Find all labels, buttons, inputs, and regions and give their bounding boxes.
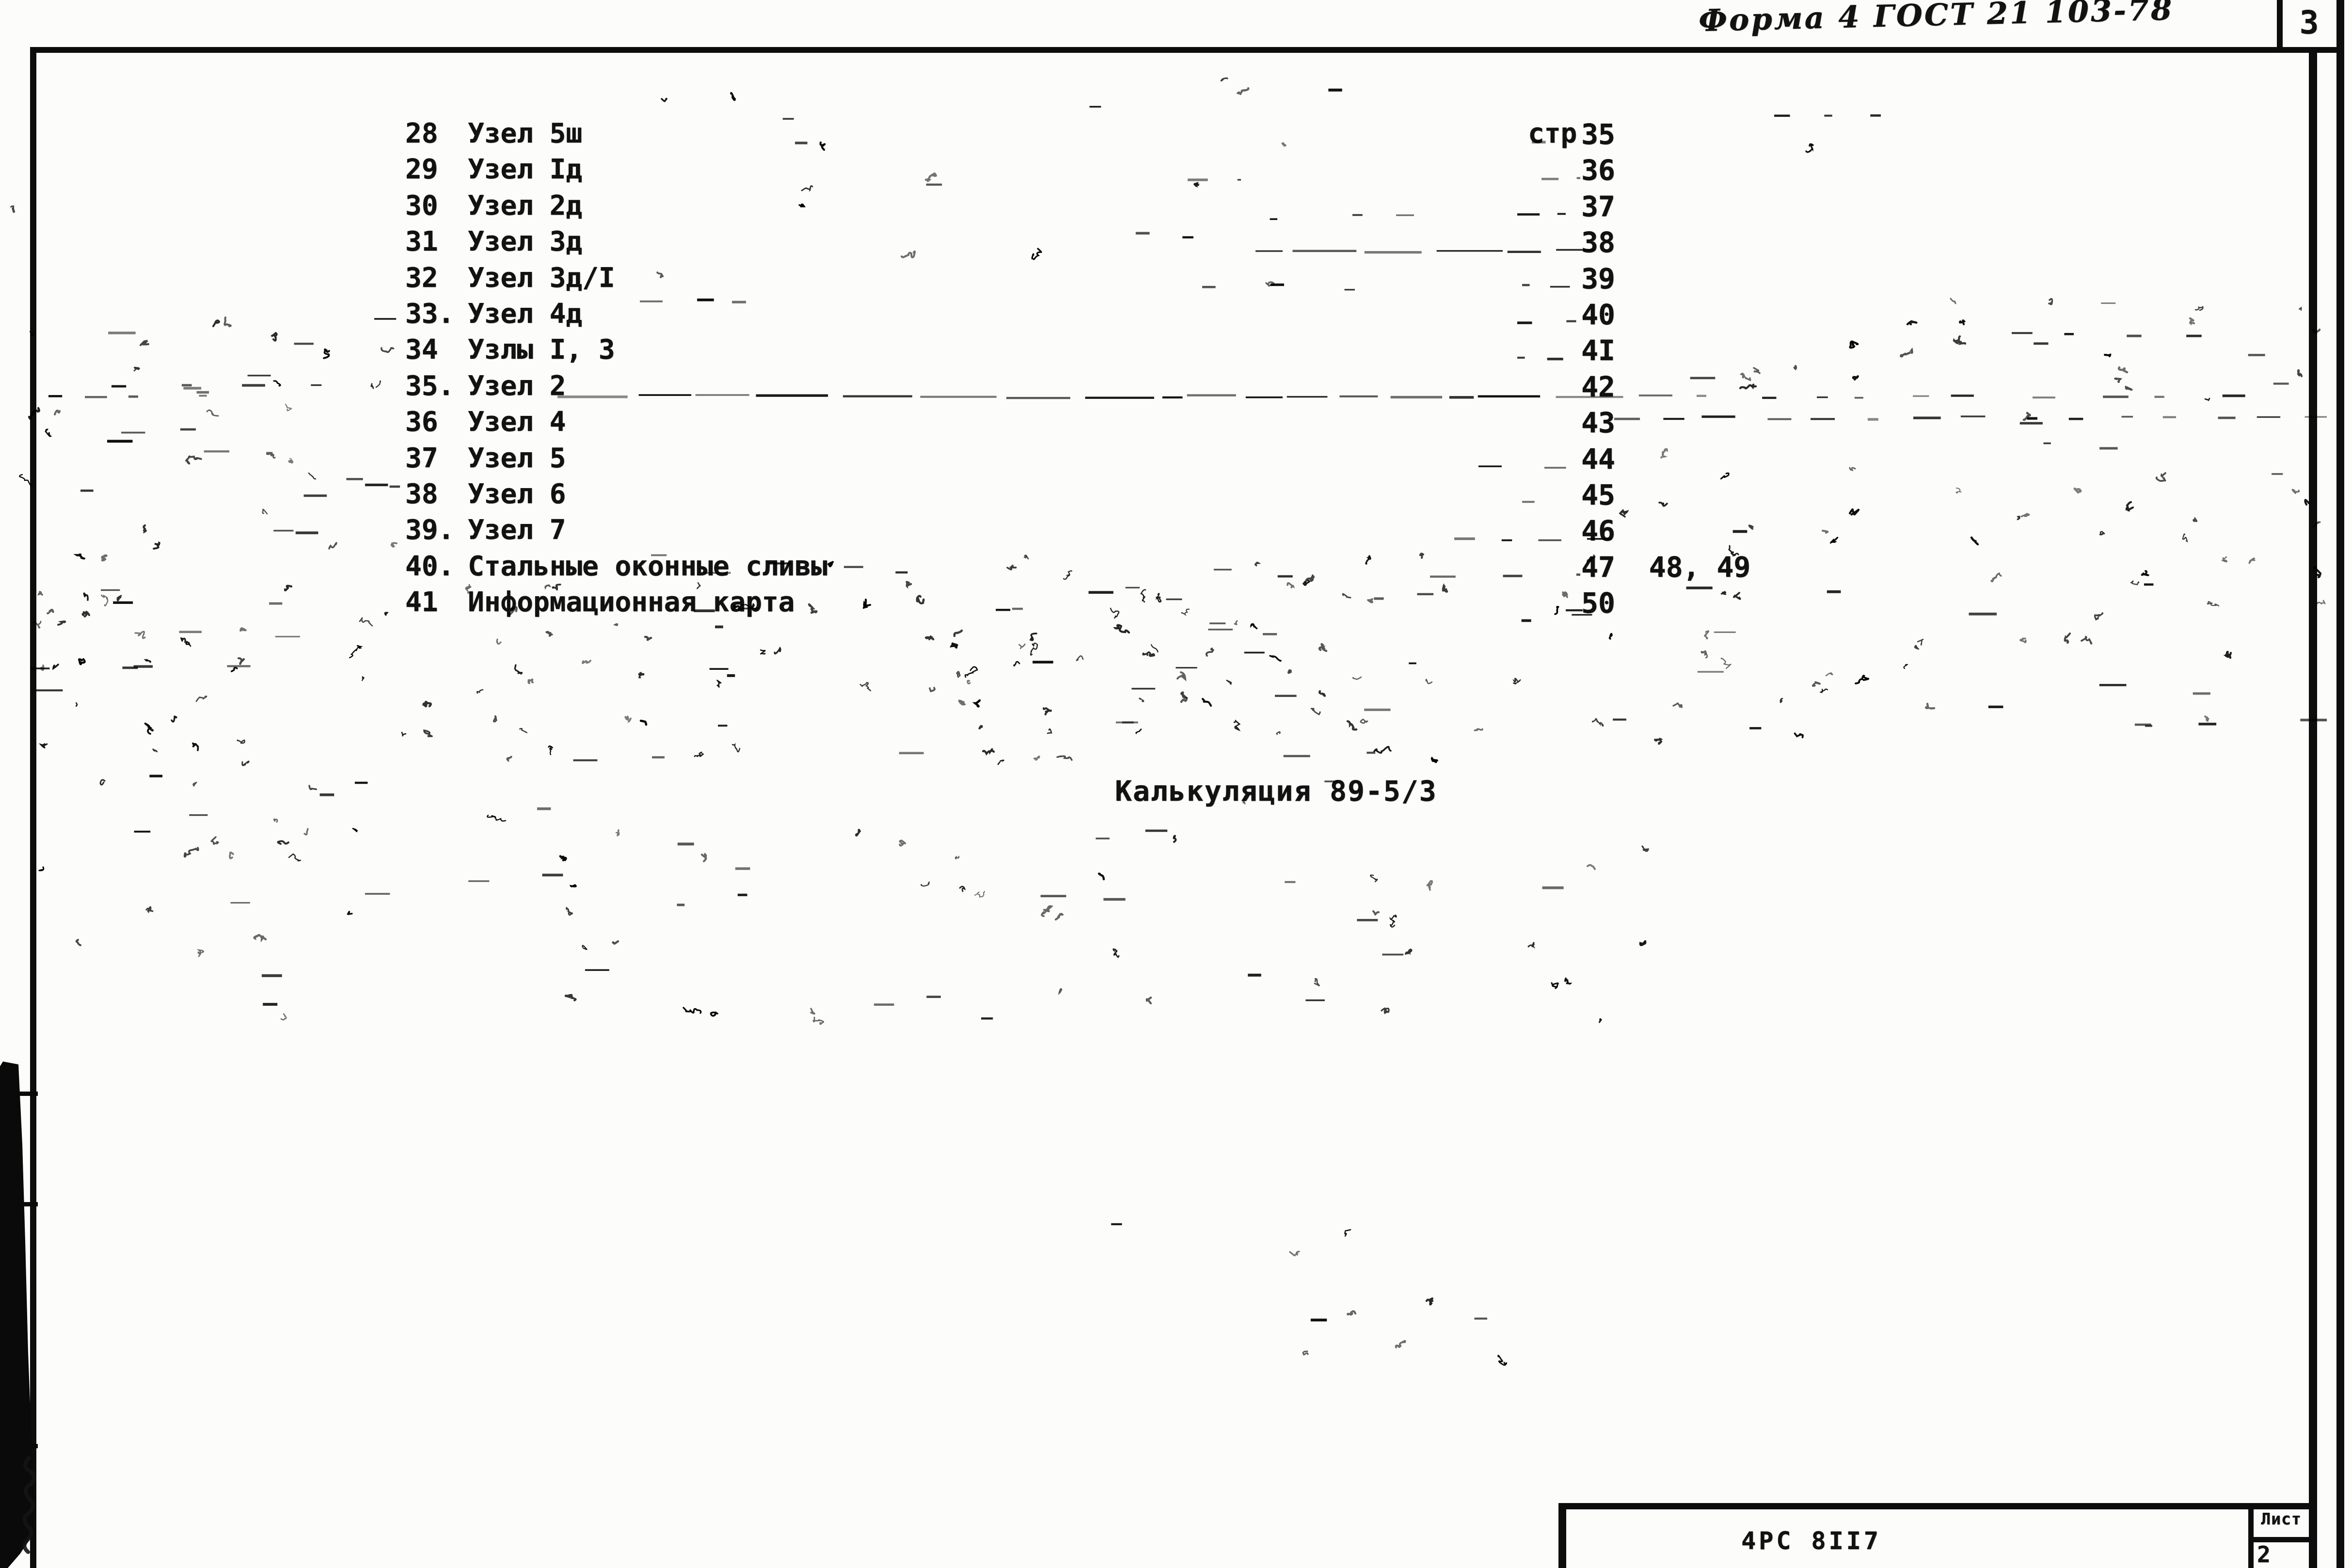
- toc-item-number: 41: [405, 586, 438, 618]
- frame-top-line: [30, 47, 2344, 53]
- toc-item-label: Узел 3д: [468, 226, 583, 257]
- toc-item-number: 28: [405, 118, 438, 149]
- toc-item-label: Узел 2: [468, 370, 566, 402]
- sheet-label: Лист: [2261, 1509, 2302, 1528]
- toc-row: 35. Узел 2 42: [0, 370, 2352, 404]
- toc-item-pages: 44: [1581, 443, 1615, 475]
- toc-item-number: 37: [405, 443, 438, 474]
- toc-row: 29 Узел Iд 36: [0, 154, 2352, 188]
- toc-item-pages: 45: [1581, 478, 1615, 511]
- toc-item-label: Стальные оконные сливы: [468, 551, 827, 582]
- toc-item-number: 39.: [405, 514, 455, 546]
- toc-row: 28 Узел 5ш стр 35: [0, 118, 2352, 152]
- toc-row: 40. Стальные оконные сливы 47 48, 49: [0, 551, 2352, 585]
- toc-item-number: 36: [405, 406, 438, 438]
- title-block-top-line: [1558, 1503, 2317, 1509]
- corner-box-left-line: [2277, 0, 2283, 50]
- toc-item-label: Узел 4: [468, 406, 566, 438]
- toc-item-pages: 42: [1581, 370, 1615, 403]
- toc-item-number: 38: [405, 478, 438, 510]
- toc-item-pages: 47 48, 49: [1581, 551, 1751, 584]
- toc-row: 30 Узел 2д 37: [0, 190, 2352, 224]
- toc-item-number: 33.: [405, 298, 455, 330]
- toc-item-label: Узел 3д/I: [468, 262, 615, 294]
- toc-page-column-prefix: стр: [1528, 118, 1577, 149]
- toc-item-number: 32: [405, 262, 438, 294]
- toc-item-number: 29: [405, 154, 438, 185]
- form-reference-handwritten: Форма 4 ГОСТ 21 103-78: [1698, 0, 2174, 38]
- toc-item-label: Узел Iд: [468, 154, 583, 185]
- toc-item-pages: 39: [1581, 262, 1615, 295]
- calculation-note: Калькуляция 89-5/3: [1115, 775, 1437, 808]
- toc-item-label: Информационная карта: [468, 586, 795, 618]
- toc-item-number: 34: [405, 334, 438, 365]
- toc-item-pages: 38: [1581, 226, 1615, 259]
- page-right-edge-line: [2336, 0, 2344, 1568]
- toc-item-pages: 40: [1581, 298, 1615, 331]
- toc-row: 36 Узел 4 43: [0, 406, 2352, 440]
- toc-row: 33. Узел 4д 40: [0, 298, 2352, 332]
- toc-item-pages: 50: [1581, 586, 1615, 619]
- toc-item-label: Узел 7: [468, 514, 566, 546]
- toc-row: 39. Узел 7 46: [0, 514, 2352, 548]
- toc-item-pages: 43: [1581, 406, 1615, 439]
- toc-row: 34 Узлы I, 3 4I: [0, 334, 2352, 368]
- toc-row: 37 Узел 5 44: [0, 443, 2352, 476]
- toc-item-pages: 36: [1581, 154, 1615, 187]
- corner-page-number: 3: [2299, 4, 2319, 41]
- toc-row: 38 Узел 6 45: [0, 478, 2352, 512]
- toc-item-number: 40.: [405, 551, 455, 582]
- toc-item-label: Узел 4д: [468, 298, 583, 330]
- toc-item-number: 30: [405, 190, 438, 222]
- sheet-number: 2: [2257, 1541, 2271, 1568]
- toc-item-pages: 35: [1581, 118, 1615, 151]
- toc-row: 32 Узел 3д/I 39: [0, 262, 2352, 296]
- toc-item-label: Узел 5ш: [468, 118, 583, 149]
- frame-right-inner-border: [2309, 47, 2317, 1568]
- toc-item-label: Узел 6: [468, 478, 566, 510]
- toc-item-pages: 46: [1581, 514, 1615, 547]
- toc-item-label: Узлы I, 3: [468, 334, 615, 365]
- title-block-left-line: [1558, 1503, 1566, 1568]
- toc-row: 31 Узел 3д 38: [0, 226, 2352, 260]
- toc-item-pages: 4I: [1581, 334, 1615, 367]
- toc-item-pages: 37: [1581, 190, 1615, 223]
- sheet-box-divider-line: [2248, 1537, 2317, 1542]
- toc-row: 41 Информационная карта 50: [0, 586, 2352, 620]
- toc-item-number: 31: [405, 226, 438, 257]
- toc-item-label: Узел 5: [468, 443, 566, 474]
- toc-item-number: 35.: [405, 370, 455, 402]
- toc-item-label: Узел 2д: [468, 190, 583, 222]
- document-code: 4РС 8II7: [1741, 1527, 1881, 1555]
- sheet-box-left-line: [2248, 1503, 2254, 1568]
